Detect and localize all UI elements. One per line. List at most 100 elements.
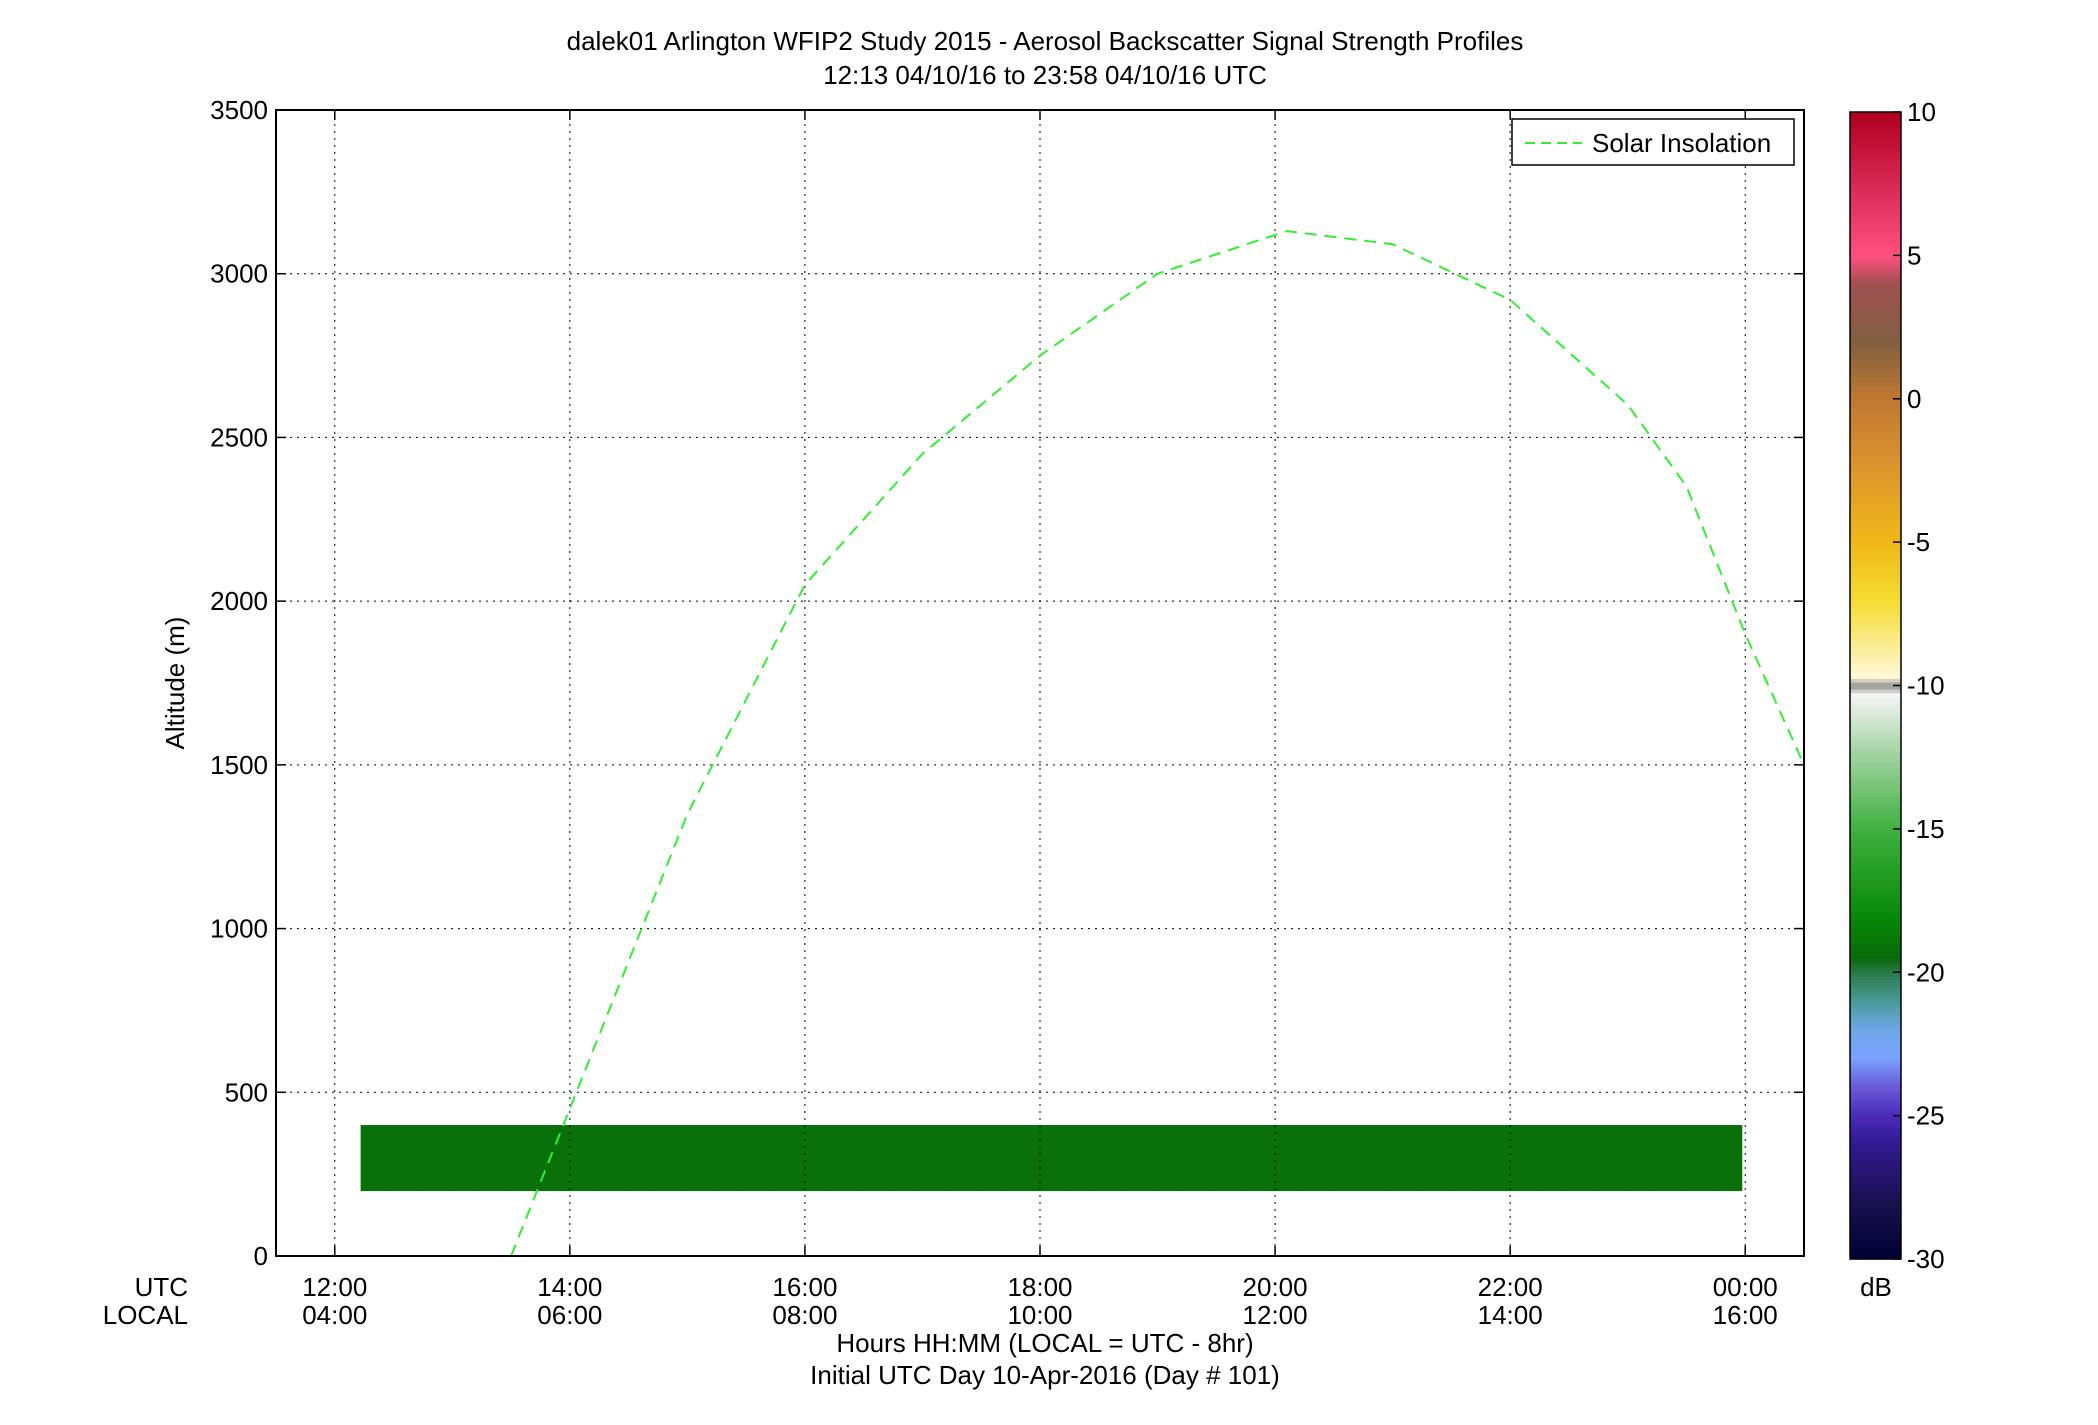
colorbar-band [1850,284,1901,289]
colorbar-band [1850,327,1901,332]
colorbar-band [1850,1069,1901,1074]
colorbar-band [1850,441,1901,446]
y-tick-label: 3500 [210,95,268,125]
colorbar-band [1850,932,1901,937]
colorbar-band [1850,975,1901,981]
colorbar-band [1850,1137,1901,1142]
x-tick-label-local: 14:00 [1478,1300,1543,1330]
x-row-label-utc: UTC [135,1272,188,1302]
colorbar-band [1850,567,1901,572]
colorbar-band [1850,689,1901,694]
colorbar-band [1850,402,1901,407]
heatmap-cell [1624,1157,1655,1192]
colorbar-band [1850,1194,1901,1199]
colorbar-tick-label: 0 [1907,384,1921,414]
heatmap-cell [1095,1157,1126,1192]
colorbar-band [1850,857,1901,862]
colorbar-band [1850,1158,1901,1163]
colorbar-band [1850,391,1901,396]
colorbar-band [1850,348,1901,353]
colorbar-band [1850,943,1901,948]
colorbar-band [1850,463,1901,468]
colorbar-band [1850,918,1901,923]
colorbar-band [1850,1000,1901,1006]
colorbar-band [1850,520,1901,525]
y-tick-label: 0 [254,1241,268,1271]
x-tick-label-local: 10:00 [1007,1300,1072,1330]
heatmap-cell [1212,1125,1243,1159]
colorbar-band [1850,1129,1901,1135]
colorbar-band [1850,316,1901,321]
heatmap-cell [1682,1157,1713,1192]
heatmap-cell [1271,1125,1302,1159]
colorbar-band [1850,696,1901,701]
y-tick-label: 1500 [210,750,268,780]
heatmap-cell [889,1157,920,1192]
colorbar-band [1850,1205,1901,1210]
colorbar-band [1850,793,1901,798]
colorbar-band [1850,112,1901,117]
colorbar-band [1850,370,1901,375]
colorbar-ticks: -30 -25 -20 -15 -10 -5 0 5 10 [1893,97,1945,1274]
colorbar-band [1850,219,1901,224]
colorbar-tick-label: -5 [1907,527,1930,557]
colorbar-band [1850,431,1901,436]
colorbar-band [1850,201,1901,206]
x-tick-label-utc: 12:00 [302,1272,367,1302]
colorbar-band [1850,1198,1901,1203]
heatmap-cell [1565,1125,1596,1159]
colorbar-band [1850,223,1901,228]
colorbar-band [1850,1083,1901,1088]
colorbar-tick-label: -10 [1907,671,1945,701]
colorbar-band [1850,180,1901,185]
colorbar-band [1850,1104,1901,1110]
colorbar-band [1850,309,1901,314]
colorbar-band [1850,1172,1901,1178]
colorbar-band [1850,739,1901,744]
colorbar-band [1850,194,1901,199]
heatmap-cell [1389,1157,1420,1192]
heatmap-cell [918,1125,949,1159]
x-axis-ticks: 12:0004:0014:0006:0016:0008:0018:0010:00… [302,110,1778,1330]
colorbar-band [1850,785,1901,791]
colorbar-band [1850,1065,1901,1070]
colorbar-band [1850,724,1901,730]
colorbar-band [1850,1212,1901,1217]
x-tick-label-utc: 18:00 [1007,1272,1072,1302]
colorbar-band [1850,875,1901,880]
colorbar-band [1850,362,1901,368]
colorbar-band [1850,1233,1901,1239]
colorbar-band [1850,129,1901,135]
heatmap-cell [1300,1125,1331,1159]
colorbar-band [1850,728,1901,733]
colorbar-band [1850,477,1901,482]
x-tick-label-utc: 22:00 [1478,1272,1543,1302]
colorbar-band [1850,678,1901,683]
colorbar-band [1850,692,1901,697]
colorbar-band [1850,517,1901,522]
colorbar-band [1850,491,1901,497]
heatmap-cell [1418,1157,1449,1192]
colorbar-band [1850,1183,1901,1188]
colorbar-band [1850,1155,1901,1160]
colorbar-band [1850,341,1901,346]
colorbar-band [1850,900,1901,905]
colorbar-band [1850,631,1901,636]
colorbar-band [1850,509,1901,515]
y-tick-label: 1000 [210,914,268,944]
heatmap-cell [1477,1157,1508,1192]
colorbar-band [1850,846,1901,851]
colorbar-band [1850,269,1901,274]
colorbar-band [1850,1251,1901,1257]
colorbar-band [1850,939,1901,945]
colorbar-band [1850,162,1901,167]
colorbar-band [1850,420,1901,425]
colorbar-band [1850,423,1901,429]
colorbar-band [1850,534,1901,540]
colorbar-band [1850,764,1901,769]
colorbar-band [1850,904,1901,909]
colorbar-band [1850,1018,1901,1024]
solar-insolation-curve [510,230,1805,1257]
colorbar-band [1850,681,1901,687]
colorbar-band [1850,384,1901,389]
